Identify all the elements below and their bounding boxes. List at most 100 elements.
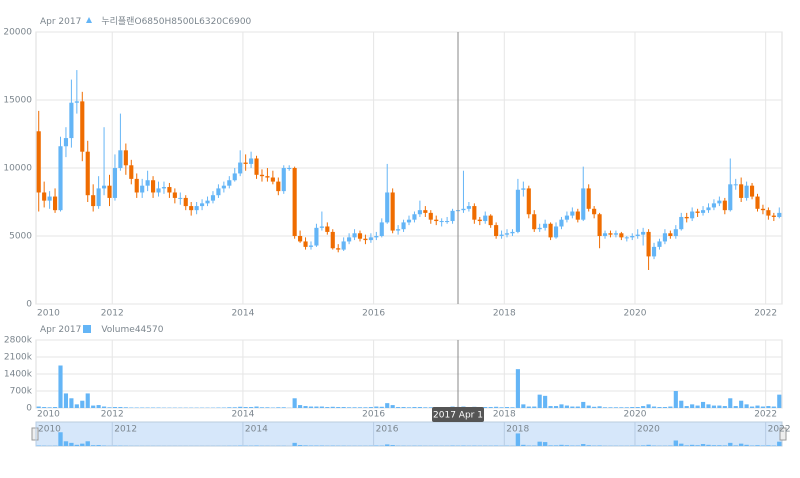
candle-body xyxy=(325,226,330,232)
scroller-label: 2012 xyxy=(114,425,137,435)
candle-body xyxy=(178,197,183,199)
scroller-bar xyxy=(548,445,553,446)
scroller-bar xyxy=(700,444,706,446)
volume-bar xyxy=(118,407,123,408)
candle-body xyxy=(711,203,717,208)
volume-bar xyxy=(532,406,537,408)
candle-body xyxy=(396,229,401,231)
scroller-bar xyxy=(640,445,646,446)
candle-body xyxy=(613,233,618,235)
x-tick-label: 2014 xyxy=(231,309,254,319)
scroller-label: 2020 xyxy=(637,425,660,435)
volume-bar xyxy=(69,398,74,408)
candle-body xyxy=(232,173,237,181)
scroller-label: 2010 xyxy=(38,425,61,435)
candle-body xyxy=(101,185,107,189)
candle-body xyxy=(553,226,559,238)
scroller-handle[interactable] xyxy=(31,427,39,441)
candle-body xyxy=(357,233,363,239)
volume-bar xyxy=(352,407,357,408)
volume-bar xyxy=(401,407,406,408)
candle-body xyxy=(472,206,477,220)
candle-body xyxy=(249,158,254,164)
volume-bar xyxy=(553,406,559,408)
legend-key: L xyxy=(194,17,199,27)
volume-bar xyxy=(243,407,248,408)
candle-body xyxy=(559,219,564,227)
volume-bar xyxy=(526,406,531,408)
candle-body xyxy=(189,206,194,211)
x-tick-label: 2022 xyxy=(754,309,777,319)
candle-body xyxy=(445,221,450,223)
volume-bar xyxy=(483,407,488,408)
volume-bar xyxy=(521,404,526,408)
volume-bar xyxy=(232,407,237,408)
x-tick-label: 2018 xyxy=(493,410,516,420)
volume-bar xyxy=(575,406,580,408)
volume-bar xyxy=(396,407,401,408)
candle-body xyxy=(690,211,695,219)
volume-bar xyxy=(499,407,504,408)
candle-body xyxy=(706,207,711,211)
volume-bar xyxy=(303,406,308,408)
candle-body xyxy=(210,195,216,201)
candle-body xyxy=(515,189,520,232)
candle-body xyxy=(216,188,221,196)
volume-bar xyxy=(657,407,662,408)
volume-bar xyxy=(586,405,591,408)
candle-body xyxy=(303,241,308,247)
volume-bar xyxy=(570,406,575,408)
x-tick-label: 2022 xyxy=(754,410,777,420)
candle-body xyxy=(722,200,727,211)
y2-tick-label: 700k xyxy=(10,387,33,397)
candle-body xyxy=(183,197,188,207)
volume-bar xyxy=(265,407,270,408)
scroller-bar xyxy=(711,445,717,446)
scroller[interactable] xyxy=(35,421,783,447)
candle-body xyxy=(679,216,684,230)
volume-bar xyxy=(74,404,79,408)
volume-bar xyxy=(749,406,755,408)
volume-bar xyxy=(515,369,520,408)
volume-bar xyxy=(379,406,384,408)
volume-bar xyxy=(325,407,330,408)
scroller-handle[interactable] xyxy=(779,427,787,441)
volume-bar xyxy=(341,407,346,408)
candle-body xyxy=(254,158,259,175)
volume-bar xyxy=(684,406,689,408)
candle-body xyxy=(526,188,531,215)
volume-bar xyxy=(385,403,390,408)
volume-bar xyxy=(298,405,303,408)
candle-body xyxy=(651,246,657,257)
candle-body xyxy=(450,210,455,222)
candle-body xyxy=(695,211,700,213)
scroller-bar xyxy=(706,444,711,446)
y-tick-label: 5000 xyxy=(9,232,32,242)
volume-bar xyxy=(58,365,63,408)
volume-bar xyxy=(292,398,297,408)
volume-bar xyxy=(281,407,286,408)
y2-tick-label: 1400k xyxy=(4,370,33,380)
candle-body xyxy=(281,168,286,192)
candle-body xyxy=(766,210,771,216)
candle-body xyxy=(581,188,586,220)
scroller-bar xyxy=(738,443,744,446)
candle-body xyxy=(292,168,297,236)
volume-bar xyxy=(85,393,90,408)
candle-body xyxy=(265,176,270,178)
volume-bar xyxy=(259,407,265,408)
volume-bar xyxy=(52,407,58,408)
candle-body xyxy=(58,146,63,211)
candle-body xyxy=(385,192,390,223)
y-tick-label: 0 xyxy=(26,300,32,310)
scroller-bar xyxy=(303,445,308,446)
scroller-bar xyxy=(777,441,782,446)
volume-bar xyxy=(597,406,602,408)
scroller-bar xyxy=(553,445,559,446)
x-tick-label: 2014 xyxy=(231,410,254,420)
volume-bar xyxy=(711,405,717,408)
scroller-label: 2022 xyxy=(768,425,791,435)
candle-body xyxy=(635,234,640,236)
scroller-bar xyxy=(646,444,651,446)
candle-body xyxy=(439,221,444,223)
